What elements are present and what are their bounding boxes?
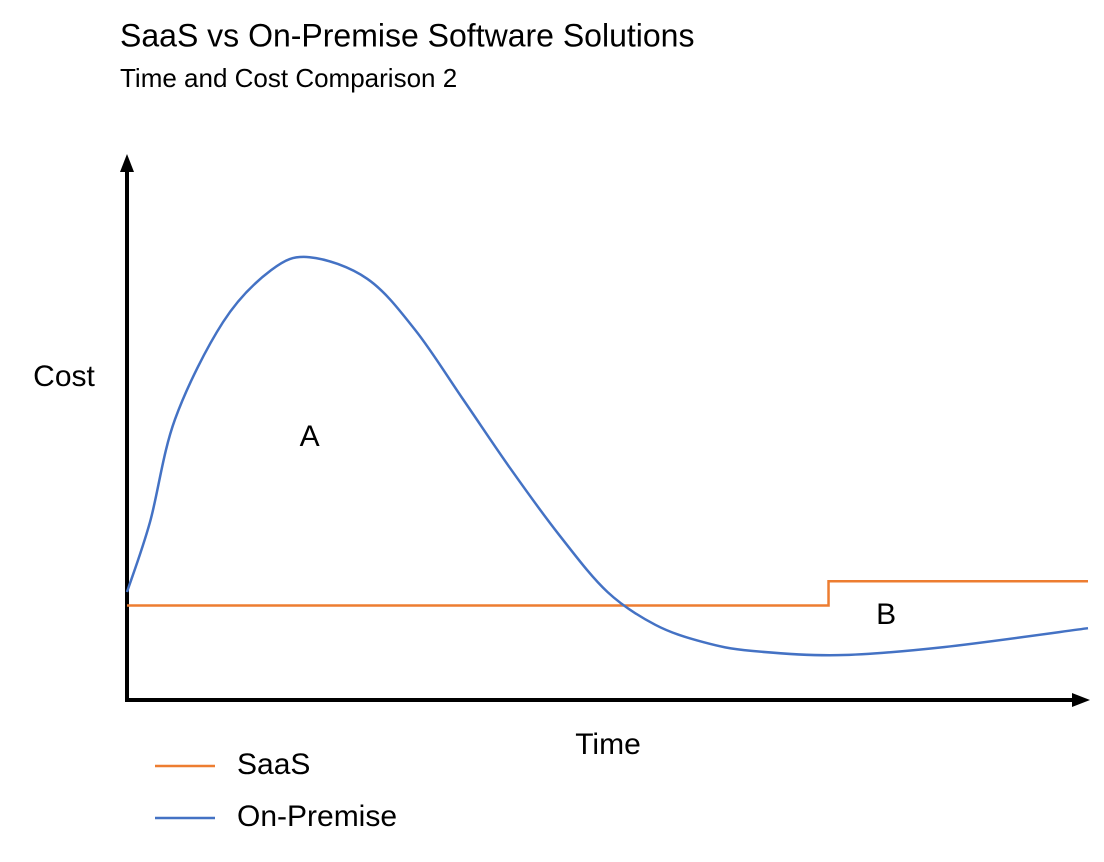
annotation: A: [300, 420, 320, 453]
series-line: [127, 579, 1088, 607]
chart-subtitle: Time and Cost Comparison 2: [120, 63, 457, 93]
x-axis-arrow: [1072, 693, 1090, 707]
y-axis-label: Cost: [33, 360, 95, 393]
x-axis-label: Time: [575, 728, 641, 761]
series-line: [125, 255, 1089, 657]
legend-label: SaaS: [237, 748, 310, 781]
y-axis-arrow: [120, 154, 134, 172]
legend-label: On-Premise: [237, 800, 397, 833]
chart-title: SaaS vs On-Premise Software Solutions: [120, 17, 694, 53]
annotation: B: [876, 598, 896, 631]
